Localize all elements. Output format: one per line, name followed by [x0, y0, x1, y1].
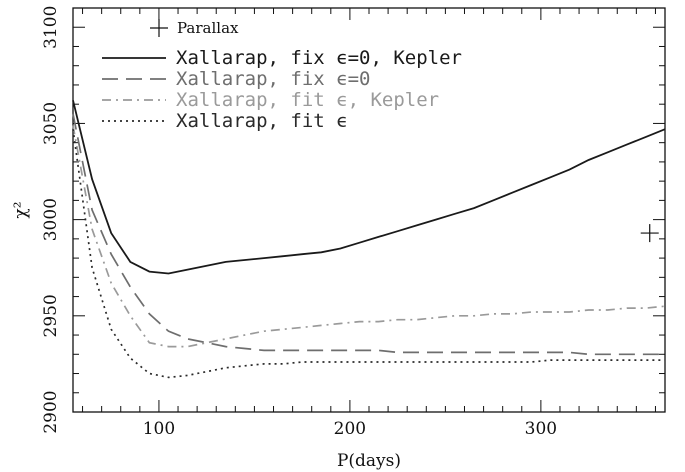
parallax-marker-group [640, 224, 659, 243]
y-tick-label: 3050 [41, 102, 61, 145]
series-line-1 [72, 100, 666, 275]
y-tick-label: 3100 [41, 6, 61, 49]
legend-label-1: Xallarap, fix ϵ=0, Kepler [176, 47, 462, 69]
y-tick-label: 2900 [41, 390, 61, 433]
x-tick-label: 200 [334, 419, 366, 439]
series-line-2 [72, 113, 665, 356]
legend-label-3: Xallarap, fit ϵ, Kepler [176, 89, 439, 111]
x-tick-label: 300 [525, 419, 557, 439]
x-tick-label: 100 [143, 419, 175, 439]
series-line-3 [72, 125, 666, 348]
tick-labels: 100 200 300 2900 2950 3000 3050 3100 [41, 6, 557, 439]
legend-label-4: Xallarap, fit ϵ [176, 110, 348, 132]
series-lines [72, 100, 666, 379]
y-tick-label: 3000 [41, 198, 61, 241]
y-axis-label: χ² [11, 201, 31, 218]
x-axis-label: P(days) [337, 451, 401, 471]
legend-parallax-label: Parallax [177, 19, 239, 37]
legend-label-2: Xallarap, fix ϵ=0 [176, 68, 370, 90]
axis-ticks [73, 7, 665, 413]
y-tick-label: 2950 [41, 294, 61, 337]
